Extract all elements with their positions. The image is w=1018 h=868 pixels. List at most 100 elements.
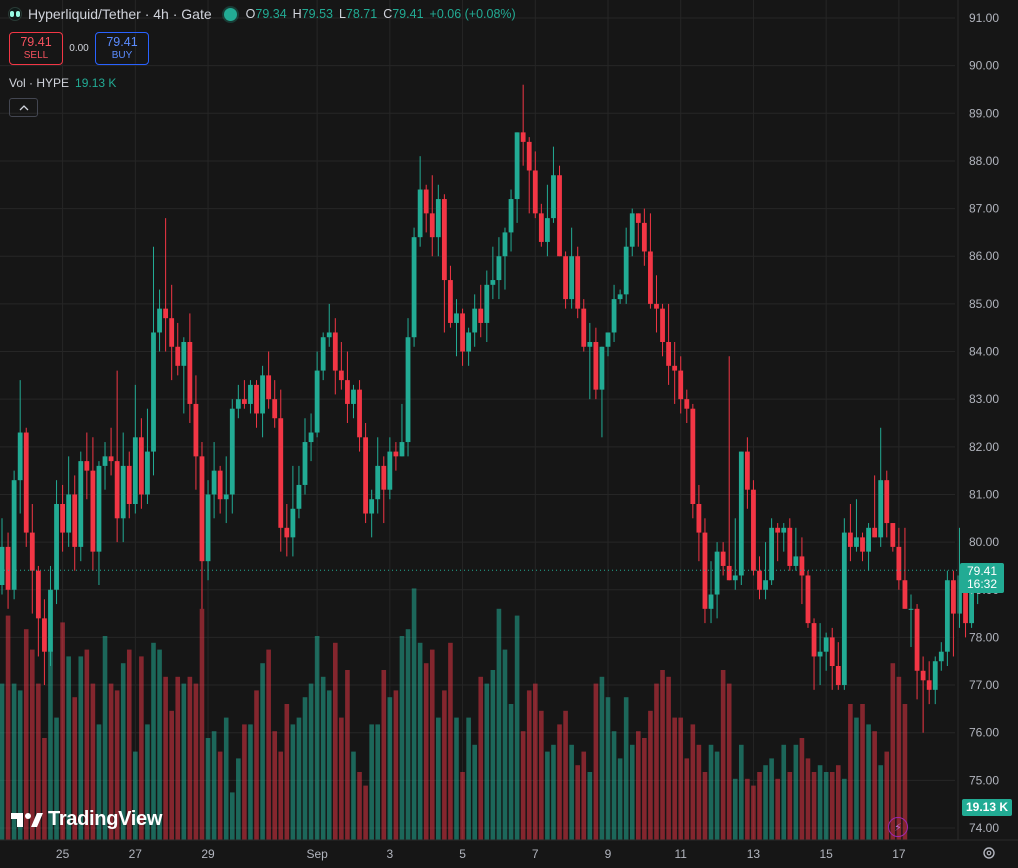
volume-bar — [108, 683, 114, 840]
volume-bar — [629, 744, 635, 840]
candle-body — [654, 303, 659, 309]
buy-button[interactable]: 79.41 BUY — [95, 32, 149, 65]
volume-bar — [793, 744, 799, 840]
candle-body — [345, 380, 350, 404]
candle-body — [902, 580, 908, 609]
volume-bar — [636, 731, 641, 840]
candle-body — [587, 342, 593, 347]
low-value: 78.71 — [345, 7, 378, 21]
candle-body — [405, 337, 411, 443]
candle-body — [526, 141, 532, 171]
volume-bar — [745, 778, 750, 840]
candle-body — [738, 451, 744, 576]
time-tick-label: 27 — [129, 847, 143, 861]
candle-body — [490, 280, 496, 285]
volume-bar — [423, 663, 429, 840]
time-tick-label: 13 — [747, 847, 761, 861]
volume-bar — [460, 772, 465, 840]
volume-bar — [829, 772, 835, 840]
candle-body — [593, 342, 599, 390]
volume-bar — [472, 744, 477, 840]
volume-bar — [363, 785, 368, 840]
volume-bar — [417, 642, 423, 840]
volume-bar — [290, 724, 296, 840]
candle-body — [17, 432, 23, 481]
volume-bar — [714, 751, 720, 840]
candle-body — [248, 384, 253, 404]
collapse-legend-button[interactable] — [9, 98, 38, 117]
tradingview-logo[interactable]: TradingView — [11, 808, 162, 831]
volume-bar — [611, 731, 617, 840]
volume-bar — [878, 765, 883, 840]
candle-body — [914, 608, 920, 671]
volume-bar — [175, 676, 181, 840]
volume-bar — [272, 731, 277, 840]
candle-body — [896, 546, 902, 581]
candle-body — [435, 199, 441, 238]
symbol-title[interactable]: Hyperliquid/Tether · 4h · Gate — [28, 6, 212, 22]
candle-body — [423, 189, 429, 214]
candle-body — [369, 499, 375, 514]
volume-bar — [726, 683, 732, 840]
candle-body — [229, 408, 235, 495]
price-tick-label: 86.00 — [969, 249, 999, 263]
candle-body — [951, 580, 956, 614]
volume-bar — [842, 778, 847, 840]
volume-bar — [539, 710, 544, 840]
volume-bar — [36, 683, 41, 840]
volume-bar — [114, 690, 120, 840]
volume-bar — [496, 608, 502, 840]
volume-bar — [720, 670, 726, 840]
price-tick-label: 89.00 — [969, 106, 999, 120]
volume-legend[interactable]: Vol · HYPE 19.13 K — [9, 76, 116, 90]
candle-body — [120, 465, 126, 519]
volume-bar — [502, 649, 508, 840]
volume-bar — [278, 751, 284, 840]
candle-body — [254, 384, 259, 414]
candle-body — [720, 551, 726, 566]
time-tick-label: 7 — [532, 847, 539, 861]
volume-bar — [260, 663, 265, 840]
gear-icon[interactable] — [982, 846, 996, 860]
volume-bar — [605, 697, 611, 840]
candle-body — [399, 442, 405, 457]
volume-bar — [211, 731, 217, 840]
open-value: 79.34 — [255, 7, 287, 21]
volume-bar — [890, 663, 896, 840]
volume-bar — [835, 765, 841, 840]
volume-bar — [133, 751, 138, 840]
countdown-text: 16:32 — [966, 577, 998, 591]
volume-bar — [181, 683, 187, 840]
candle-body — [205, 494, 211, 562]
price-tick-label: 85.00 — [969, 297, 999, 311]
volume-bar — [308, 683, 314, 840]
volume-bar — [157, 649, 162, 840]
sell-button[interactable]: 79.41 SELL — [9, 32, 63, 65]
volume-badge: 19.13 K — [962, 799, 1012, 816]
price-tick-label: 76.00 — [969, 726, 999, 740]
flash-icon[interactable]: ⚡ — [888, 817, 908, 837]
volume-bar — [545, 751, 550, 840]
volume-bar — [84, 649, 90, 840]
volume-bar — [666, 676, 671, 840]
price-tick-label: 81.00 — [969, 487, 999, 501]
volume-bar — [811, 772, 817, 840]
candle-body — [635, 213, 641, 223]
volume-bar — [199, 608, 205, 840]
candle-body — [223, 494, 229, 500]
candle-body — [678, 370, 684, 400]
candle-body — [799, 556, 805, 576]
time-tick-label: 5 — [459, 847, 466, 861]
price-tick-label: 90.00 — [969, 59, 999, 73]
candle-body — [454, 313, 459, 323]
trade-panel: 79.41 SELL 0.00 79.41 BUY — [9, 32, 149, 65]
candle-body — [163, 308, 169, 319]
candle-body — [48, 589, 53, 652]
candle-body — [393, 451, 399, 457]
candle-body — [884, 480, 890, 524]
candle-body — [314, 370, 320, 433]
candle-body — [890, 523, 896, 547]
candle-body — [793, 556, 799, 566]
volume-bar — [696, 744, 702, 840]
